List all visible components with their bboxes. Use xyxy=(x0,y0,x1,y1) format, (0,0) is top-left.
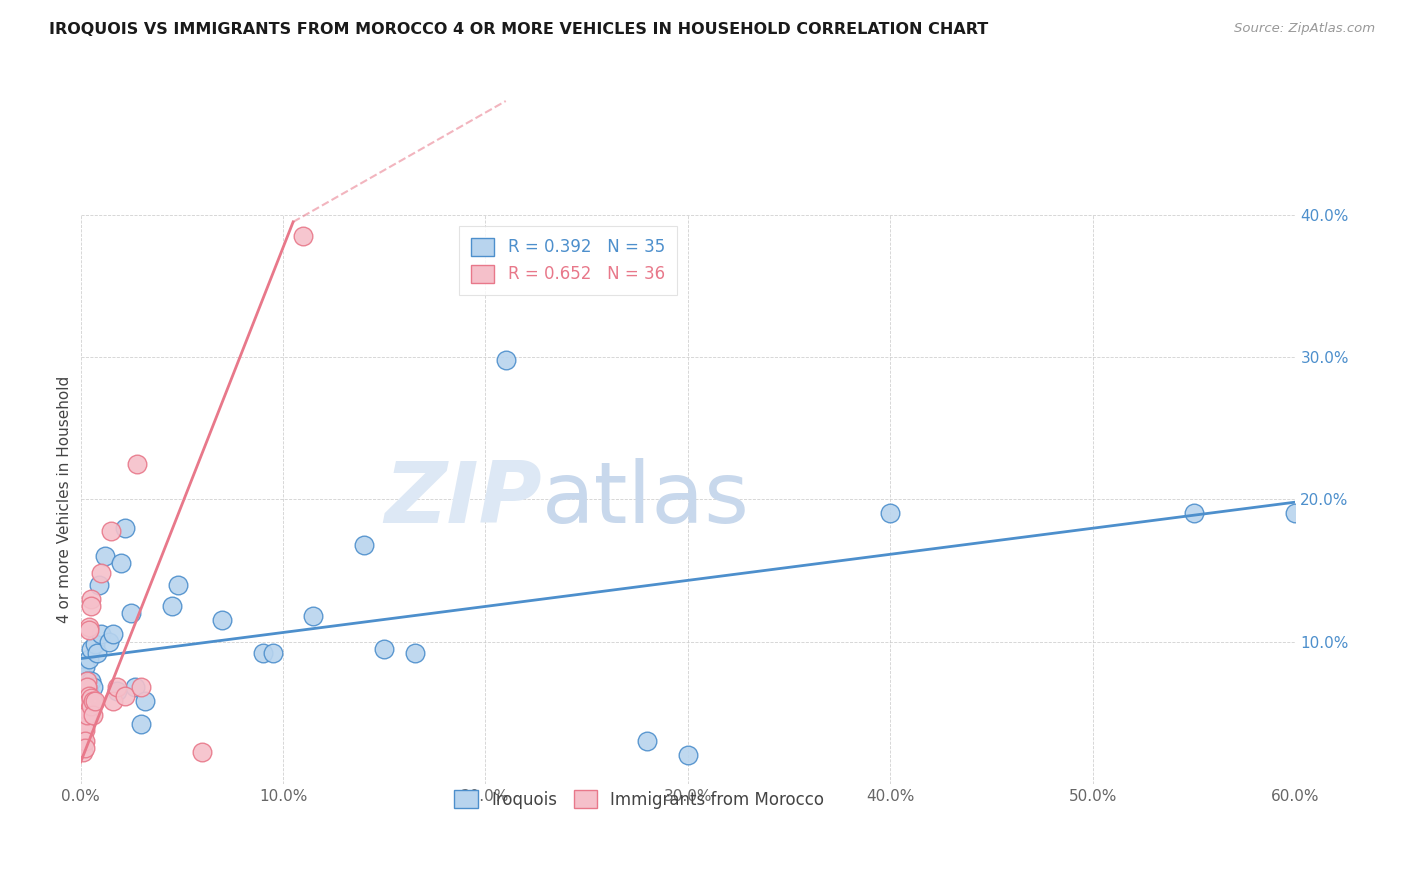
Y-axis label: 4 or more Vehicles in Household: 4 or more Vehicles in Household xyxy=(58,376,72,623)
Point xyxy=(73,660,96,674)
Point xyxy=(83,694,105,708)
Point xyxy=(83,637,105,651)
Point xyxy=(495,352,517,367)
Point xyxy=(110,556,132,570)
Point xyxy=(77,651,100,665)
Point xyxy=(302,608,325,623)
Point xyxy=(72,670,94,684)
Text: atlas: atlas xyxy=(543,458,751,541)
Point xyxy=(100,524,122,538)
Point xyxy=(353,538,375,552)
Point xyxy=(879,507,901,521)
Point xyxy=(114,521,136,535)
Point xyxy=(73,723,96,737)
Point xyxy=(73,741,96,756)
Point xyxy=(82,694,104,708)
Point xyxy=(105,684,128,698)
Text: Source: ZipAtlas.com: Source: ZipAtlas.com xyxy=(1234,22,1375,36)
Point xyxy=(73,734,96,748)
Point xyxy=(77,694,100,708)
Point xyxy=(77,620,100,634)
Point xyxy=(79,674,101,689)
Point xyxy=(72,731,94,746)
Point xyxy=(292,229,315,244)
Point xyxy=(127,457,149,471)
Point xyxy=(1284,507,1306,521)
Point xyxy=(73,698,96,713)
Point xyxy=(73,717,96,731)
Point xyxy=(76,674,98,689)
Point xyxy=(262,646,284,660)
Text: IROQUOIS VS IMMIGRANTS FROM MOROCCO 4 OR MORE VEHICLES IN HOUSEHOLD CORRELATION : IROQUOIS VS IMMIGRANTS FROM MOROCCO 4 OR… xyxy=(49,22,988,37)
Point xyxy=(120,606,142,620)
Point xyxy=(97,634,120,648)
Legend: Iroquois, Immigrants from Morocco: Iroquois, Immigrants from Morocco xyxy=(447,783,831,815)
Point xyxy=(676,748,699,763)
Point xyxy=(76,680,98,694)
Point xyxy=(114,689,136,703)
Point xyxy=(72,723,94,737)
Point xyxy=(77,689,100,703)
Point xyxy=(79,591,101,606)
Point xyxy=(76,694,98,708)
Point xyxy=(79,698,101,713)
Point xyxy=(79,641,101,656)
Point xyxy=(72,737,94,751)
Point xyxy=(76,680,98,694)
Point xyxy=(124,680,146,694)
Point xyxy=(166,577,188,591)
Point xyxy=(404,646,426,660)
Point xyxy=(105,680,128,694)
Point xyxy=(82,680,104,694)
Point xyxy=(77,684,100,698)
Point xyxy=(191,746,214,760)
Point xyxy=(637,734,659,748)
Point xyxy=(76,680,98,694)
Point xyxy=(101,694,124,708)
Point xyxy=(1182,507,1205,521)
Point xyxy=(94,549,117,564)
Point xyxy=(86,646,108,660)
Point xyxy=(77,623,100,637)
Point xyxy=(76,708,98,723)
Point xyxy=(82,708,104,723)
Point xyxy=(101,627,124,641)
Point xyxy=(76,674,98,689)
Point xyxy=(373,641,395,656)
Point xyxy=(252,646,274,660)
Point xyxy=(73,708,96,723)
Point xyxy=(90,566,112,581)
Point xyxy=(211,613,233,627)
Point xyxy=(90,627,112,641)
Point xyxy=(79,599,101,613)
Text: ZIP: ZIP xyxy=(385,458,543,541)
Point xyxy=(129,717,152,731)
Point xyxy=(87,577,110,591)
Point xyxy=(72,746,94,760)
Point xyxy=(134,694,156,708)
Point xyxy=(76,703,98,717)
Point xyxy=(160,599,183,613)
Point xyxy=(129,680,152,694)
Point xyxy=(79,691,101,706)
